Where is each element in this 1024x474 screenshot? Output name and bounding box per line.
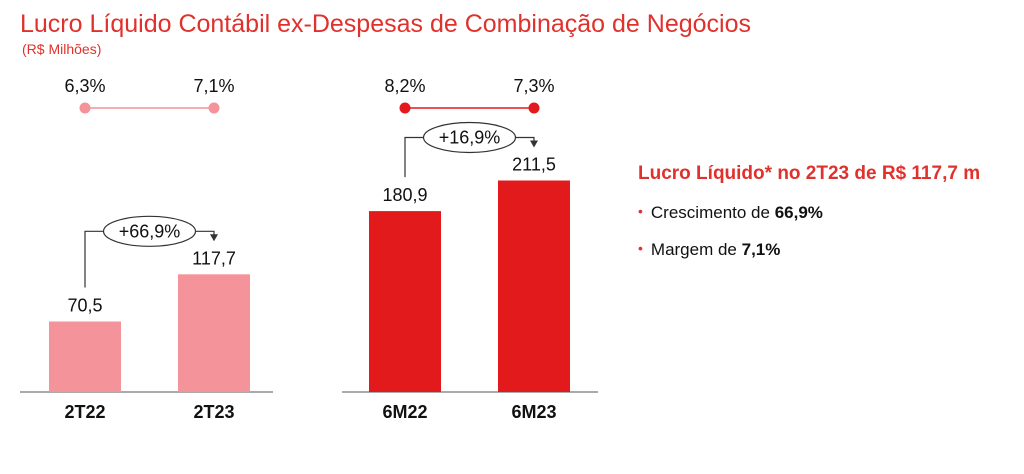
growth-arrow-icon — [530, 140, 538, 148]
growth-badge — [102, 215, 197, 247]
margin-label-2T23: 7,1% — [193, 76, 234, 96]
growth-badge — [422, 121, 517, 154]
side-item-margin: • Margem de 7,1% — [638, 240, 1018, 260]
margin-dot-6M22 — [399, 102, 411, 114]
chart-title: Lucro Líquido Contábil ex-Despesas de Co… — [20, 10, 751, 38]
margin-label-6M22: 8,2% — [384, 76, 425, 96]
bar-2T23 — [178, 274, 250, 392]
margin-label-6M23: 7,3% — [513, 76, 554, 96]
value-label-2T22: 70,5 — [67, 296, 102, 316]
bullet-icon: • — [638, 240, 643, 256]
category-label-6M23: 6M23 — [511, 402, 556, 422]
side-headline: Lucro Líquido* no 2T23 de R$ 117,7 m — [638, 163, 981, 184]
growth-label: +66,9% — [119, 221, 181, 241]
chart-subtitle: (R$ Milhões) — [22, 41, 102, 57]
bullet-icon: • — [638, 203, 643, 219]
margin-dot-2T22 — [79, 102, 91, 114]
category-label-2T23: 2T23 — [193, 402, 234, 422]
side-list: • Crescimento de 66,9% • Margem de 7,1% — [638, 203, 1018, 260]
side-item-prefix: Margem de — [650, 240, 742, 259]
margin-dot-2T23 — [208, 102, 220, 114]
value-label-6M23: 211,5 — [512, 155, 556, 175]
category-label-6M22: 6M22 — [382, 402, 427, 422]
side-item-prefix: Crescimento de — [650, 203, 775, 222]
bar-6M23 — [498, 180, 570, 392]
side-panel: Lucro Líquido* no 2T23 de R$ 117,7 m • Cr… — [638, 163, 1018, 277]
growth-label: +16,9% — [439, 128, 501, 148]
value-label-6M22: 180,9 — [382, 185, 427, 205]
growth-arrow-icon — [210, 234, 218, 242]
side-item-growth: • Crescimento de 66,9% — [638, 203, 1018, 223]
value-label-2T23: 117,7 — [192, 248, 236, 268]
margin-label-2T22: 6,3% — [64, 76, 105, 96]
category-label-2T22: 2T22 — [64, 402, 105, 422]
bar-6M22 — [369, 211, 441, 392]
side-item-value: 7,1% — [741, 240, 781, 259]
side-item-value: 66,9% — [774, 203, 823, 222]
margin-dot-6M23 — [528, 102, 540, 114]
bar-2T22 — [49, 321, 121, 392]
